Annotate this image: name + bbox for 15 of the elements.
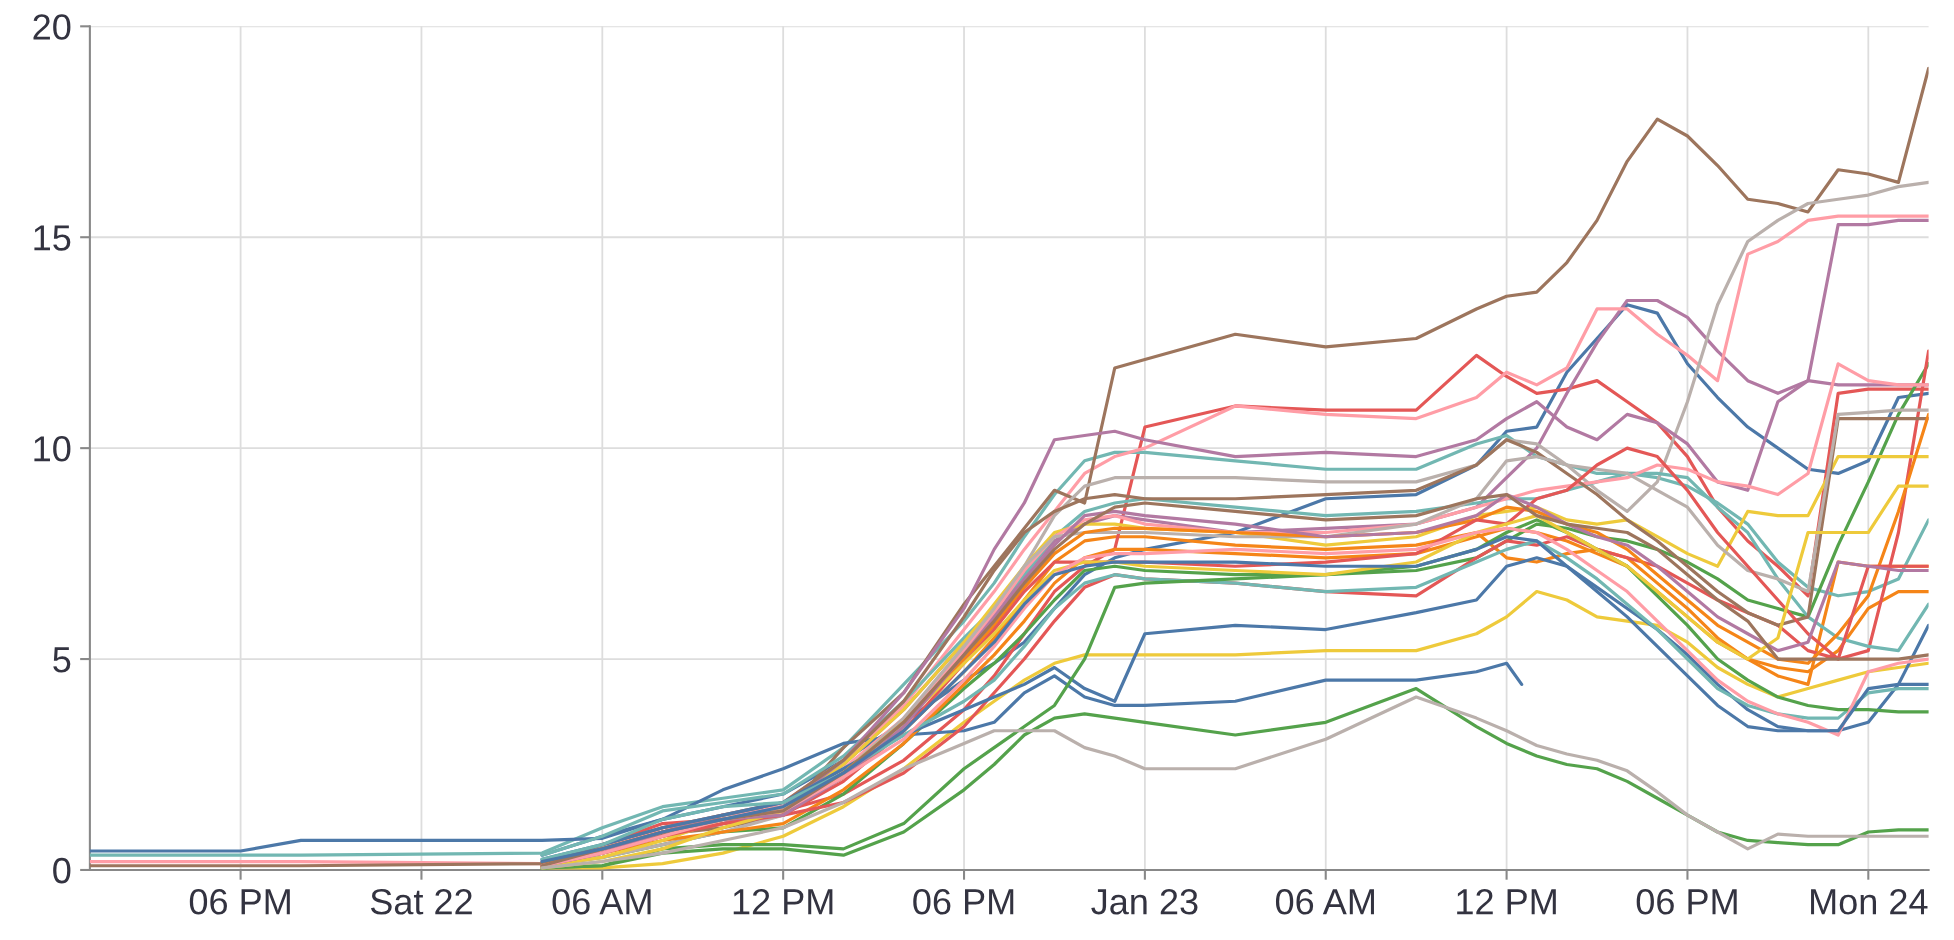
x-tick-label: 06 AM [1275, 888, 1374, 915]
y-tick-label: 15 [34, 225, 71, 251]
x-tick-label: 06 AM [552, 888, 651, 915]
x-tick-label: 06 PM [913, 888, 1014, 915]
x-tick-label: Sat 22 [370, 888, 472, 915]
y-tick-label: 0 [53, 857, 71, 884]
y-tick-label: 20 [33, 14, 71, 40]
x-tick-label: Mon 24 [1811, 888, 1928, 915]
x-tick-label: 12 PM [733, 888, 833, 915]
y-tick-label: 5 [53, 647, 71, 673]
y-tick-label: 10 [34, 436, 71, 462]
x-tick-label: Jan 23 [1091, 888, 1198, 915]
x-tick-label: 12 PM [1457, 888, 1556, 915]
x-tick-label: 06 PM [189, 888, 290, 915]
x-tick-label: 06 PM [1636, 888, 1737, 915]
